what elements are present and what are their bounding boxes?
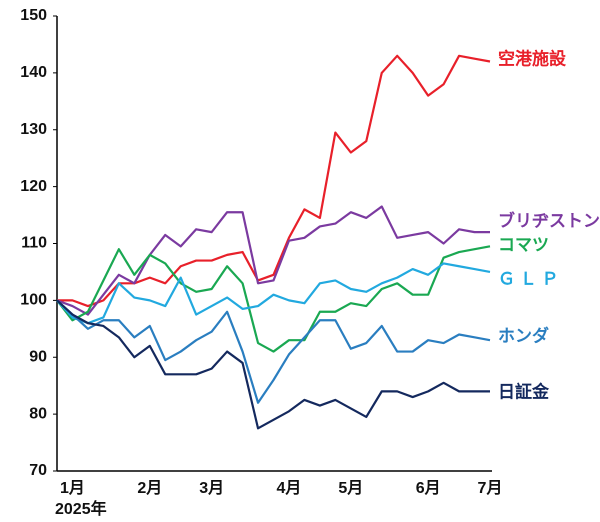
year-label: 2025年 [55,499,107,518]
legend-label: コマツ [498,235,549,254]
legend-label: 空港施設 [498,48,567,68]
x-tick-label: 1月 [60,479,85,497]
y-tick-label: 90 [29,348,47,365]
y-tick-label: 120 [20,178,47,195]
x-tick-label: 2月 [137,479,162,497]
legend-label: ブリヂストン [498,210,600,230]
legend-label: ホンダ [498,325,549,345]
series-line [57,54,491,308]
y-tick-label: 80 [29,405,47,422]
y-tick-label: 140 [20,64,47,81]
series-line [56,205,490,316]
x-tick-label: 7月 [478,479,503,497]
y-tick-label: 70 [29,462,47,479]
legend-label: Ｇ Ｌ Ｐ [498,269,558,288]
x-tick-label: 6月 [416,479,441,497]
legend-label: 日証金 [498,381,550,401]
y-tick-label: 130 [20,121,47,138]
series-line [56,262,491,325]
series-line [56,299,491,404]
x-tick-label: 4月 [277,479,302,497]
series-line [56,299,490,430]
y-tick-label: 150 [20,7,47,24]
y-tick-label: 110 [21,235,47,252]
x-tick-label: 5月 [338,479,363,497]
y-tick-label: 100 [20,292,47,309]
series-line [56,245,491,353]
x-tick-label: 3月 [199,479,224,497]
